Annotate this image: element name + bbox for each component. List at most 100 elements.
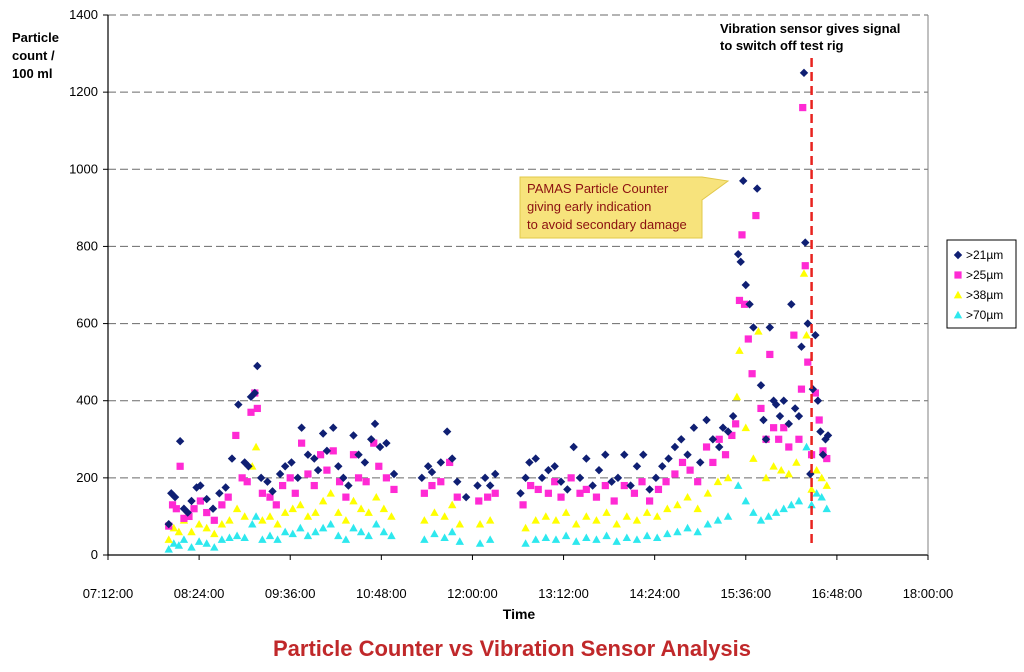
data-point — [179, 535, 189, 543]
data-point — [258, 489, 266, 497]
data-point — [779, 504, 788, 513]
data-point — [265, 531, 275, 540]
data-point — [323, 466, 331, 474]
data-point — [218, 501, 226, 509]
data-point — [296, 500, 305, 509]
data-point — [341, 535, 351, 543]
data-point — [721, 451, 730, 459]
data-point — [354, 450, 363, 459]
data-point — [812, 489, 821, 497]
data-point — [612, 537, 621, 545]
axes: 0 200 400 600 800 1000 1200 1400 07:12:00 08:24:0… — [69, 7, 953, 601]
data-point — [754, 327, 763, 335]
data-point — [683, 450, 692, 459]
data-point — [263, 477, 272, 486]
data-point — [765, 323, 775, 332]
data-point — [531, 454, 540, 463]
x-tick-label: 13:12:00 — [538, 586, 589, 601]
data-point — [794, 411, 804, 421]
data-point — [232, 531, 242, 540]
y-tick-label: 800 — [76, 238, 98, 253]
data-point — [822, 481, 831, 489]
data-point — [375, 462, 383, 470]
data-point — [485, 516, 495, 524]
data-point — [455, 519, 464, 528]
data-point — [296, 523, 305, 532]
x-tick-label: 10:48:00 — [356, 586, 407, 601]
data-point — [582, 512, 591, 520]
data-point — [175, 437, 185, 446]
data-point — [572, 537, 581, 545]
data-point — [196, 497, 204, 505]
data-point — [703, 489, 713, 497]
data-point — [194, 537, 204, 545]
data-point — [713, 516, 723, 524]
data-point — [437, 478, 445, 486]
data-point — [592, 516, 601, 524]
data-point — [759, 415, 768, 425]
data-point — [799, 103, 807, 112]
data-point — [816, 427, 825, 436]
data-point — [646, 497, 654, 505]
data-point — [326, 519, 335, 528]
data-point — [480, 473, 490, 483]
data-point — [708, 435, 718, 444]
data-point — [525, 458, 534, 467]
data-point — [563, 485, 572, 494]
data-point — [662, 478, 670, 486]
data-point — [311, 508, 320, 516]
data-point — [799, 269, 809, 277]
data-point — [812, 465, 821, 474]
data-point — [733, 249, 743, 259]
callout-line-3: to avoid secondary damage — [527, 217, 687, 232]
data-point — [551, 478, 559, 486]
data-point — [787, 500, 796, 509]
data-point — [243, 478, 251, 486]
data-point — [626, 481, 635, 490]
data-point — [802, 442, 811, 451]
data-point — [234, 400, 243, 409]
data-point — [550, 462, 559, 471]
data-point — [817, 473, 826, 482]
x-tick-label: 07:12:00 — [83, 586, 134, 601]
data-point — [519, 501, 527, 509]
data-point — [203, 508, 211, 517]
data-point — [752, 184, 762, 193]
data-point — [389, 469, 399, 479]
x-tick-label: 18:00:00 — [903, 586, 954, 601]
data-point — [485, 535, 495, 543]
data-point — [582, 533, 591, 542]
data-point — [430, 529, 439, 538]
data-point — [527, 481, 535, 490]
data-point — [790, 331, 798, 339]
data-point — [313, 465, 323, 475]
data-point — [297, 423, 306, 432]
x-tick-label: 15:36:00 — [720, 586, 771, 601]
data-point — [602, 508, 611, 516]
data-point — [202, 494, 211, 504]
data-point — [757, 404, 765, 413]
data-point — [735, 346, 744, 354]
data-point — [442, 427, 452, 436]
data-point — [784, 419, 794, 429]
data-point — [683, 523, 692, 532]
data-point — [806, 469, 815, 479]
data-point — [304, 470, 312, 478]
legend-marker — [953, 250, 963, 260]
data-point — [521, 523, 530, 532]
data-point — [187, 527, 196, 536]
data-point — [638, 478, 646, 486]
data-point — [491, 469, 500, 479]
series-3 — [164, 442, 831, 553]
data-point — [382, 438, 391, 448]
data-point — [741, 496, 750, 505]
legend-label: >21µm — [966, 248, 1003, 262]
y-tick-label: 1000 — [69, 161, 98, 176]
data-point — [170, 492, 180, 502]
data-point — [823, 454, 831, 463]
data-point — [349, 523, 358, 532]
data-point — [280, 462, 290, 471]
data-point — [664, 454, 673, 463]
data-point — [379, 504, 389, 513]
data-point — [733, 481, 743, 489]
